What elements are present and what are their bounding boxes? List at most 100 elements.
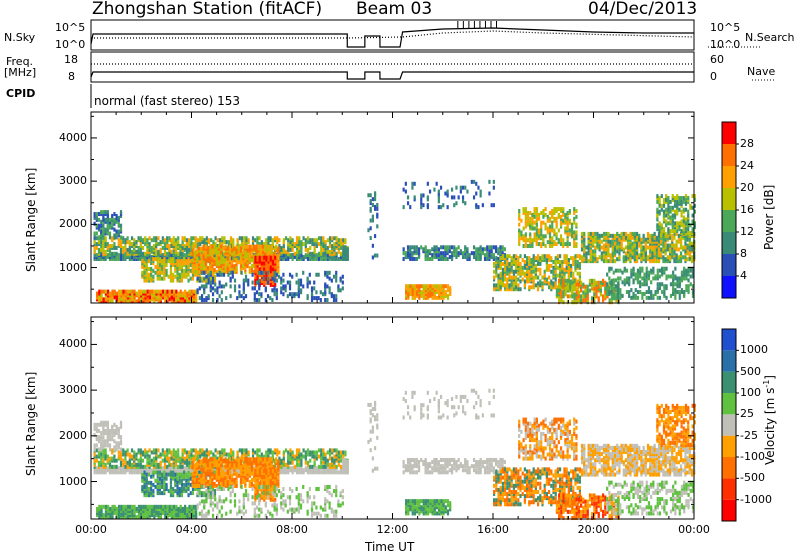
range-cell [369, 206, 372, 211]
range-cell [176, 276, 179, 281]
range-cell [324, 468, 327, 473]
range-cell [552, 281, 555, 286]
range-cell [339, 238, 343, 243]
range-cell [148, 242, 151, 247]
range-cell [532, 279, 535, 284]
range-cell [459, 185, 462, 190]
range-cell [522, 207, 525, 212]
range-cell [560, 294, 563, 299]
range-cell [567, 281, 570, 286]
range-cell [328, 244, 332, 249]
range-cell [137, 468, 140, 473]
range-cell [126, 289, 130, 294]
range-cell [548, 240, 552, 245]
range-cell [662, 227, 666, 232]
range-cell [546, 230, 549, 235]
range-cell [220, 290, 223, 295]
range-cell [534, 256, 537, 261]
range-cell [102, 452, 105, 457]
range-cell [276, 236, 279, 241]
range-cell [577, 298, 581, 303]
range-cell [148, 460, 151, 465]
range-cell [675, 247, 678, 252]
range-cell [111, 289, 114, 294]
range-cell [433, 245, 436, 250]
range-cell [271, 255, 275, 260]
range-cell [407, 291, 410, 296]
range-cell [461, 199, 465, 204]
range-cell [119, 253, 123, 258]
range-cell [209, 258, 212, 263]
range-cell [324, 470, 327, 475]
range-cell [455, 201, 458, 206]
range-cell [495, 283, 498, 288]
range-cell [671, 233, 674, 238]
range-cell [435, 253, 438, 258]
range-cell [606, 272, 609, 277]
range-cell [411, 185, 414, 190]
range-cell [512, 254, 515, 259]
range-cell [495, 256, 498, 261]
range-cell [519, 265, 522, 270]
range-cell [600, 251, 603, 256]
range-cell [117, 229, 120, 234]
range-cell [237, 250, 240, 255]
velocity-panel-cells [93, 388, 696, 521]
range-cell [144, 448, 147, 453]
range-cell [607, 259, 610, 264]
range-cell [583, 247, 586, 252]
range-cell [540, 228, 543, 233]
range-cell [643, 291, 646, 296]
range-cell [639, 280, 642, 285]
range-cell [168, 448, 171, 453]
range-cell [630, 288, 633, 293]
range-cell [264, 244, 267, 249]
range-cell [616, 241, 619, 246]
range-cell [113, 251, 116, 256]
range-cell [150, 261, 153, 266]
range-cell [139, 236, 142, 241]
range-cell [248, 269, 251, 274]
range-cell [213, 244, 216, 249]
range-cell [320, 240, 323, 245]
range-cell [156, 261, 159, 266]
range-cell [147, 259, 151, 264]
range-cell [621, 280, 624, 285]
range-cell [656, 276, 659, 281]
range-cell [100, 247, 103, 252]
range-cell [128, 462, 131, 467]
range-cell [566, 294, 570, 299]
range-cell [682, 245, 685, 250]
range-cell [258, 255, 261, 260]
range-cell [166, 289, 169, 294]
range-cell [262, 270, 265, 275]
range-cell [286, 294, 289, 299]
range-cell [585, 255, 588, 260]
range-cell [654, 274, 657, 279]
range-cell [553, 240, 556, 245]
range-cell [166, 448, 169, 453]
range-cell [144, 468, 147, 473]
range-cell [553, 207, 556, 212]
range-cell [541, 281, 544, 286]
range-cell [95, 215, 98, 220]
range-cell [313, 238, 316, 243]
range-cell [524, 220, 527, 225]
range-cell [97, 470, 101, 475]
range-cell [431, 284, 434, 289]
range-cell [291, 470, 294, 475]
range-cell [174, 253, 178, 258]
range-cell [272, 252, 276, 257]
range-cell [584, 292, 587, 297]
range-cell [573, 242, 576, 247]
range-cell [665, 274, 668, 279]
range-cell [111, 236, 114, 241]
range-cell [684, 194, 688, 199]
range-cell [177, 251, 180, 256]
range-cell [404, 181, 407, 186]
range-cell [220, 298, 223, 303]
range-cell [100, 223, 103, 228]
range-cell [271, 288, 274, 293]
range-cell [490, 203, 493, 208]
range-cell [684, 241, 687, 246]
